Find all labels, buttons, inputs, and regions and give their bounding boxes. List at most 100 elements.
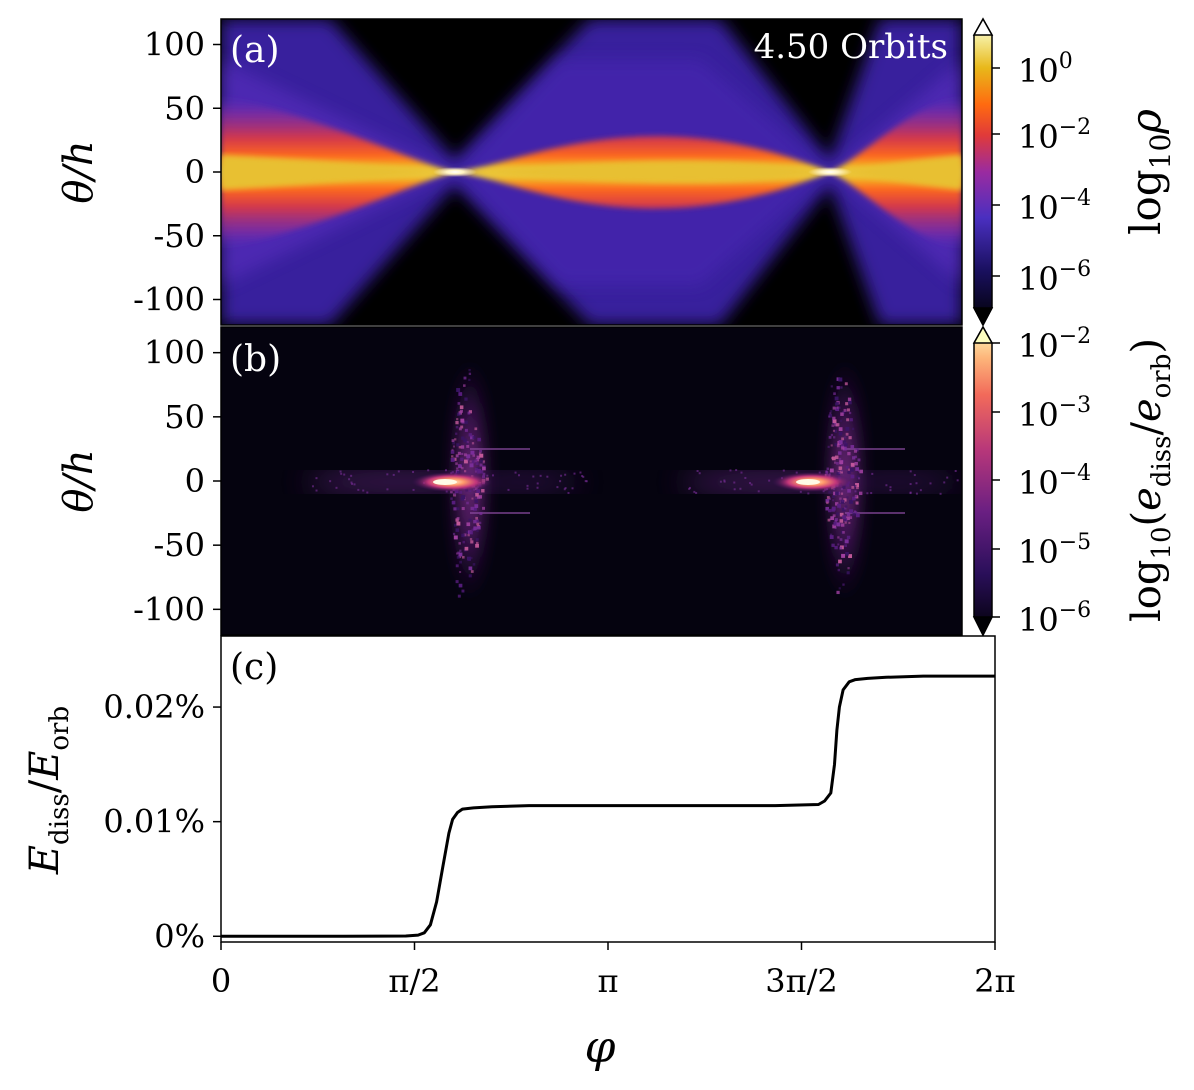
dissipation-speckle [852,512,856,516]
dissipation-speckle [834,423,838,427]
dissipation-speckle [826,467,830,471]
dissipation-speckle [464,428,468,432]
dissipation-speckle [462,540,465,544]
dissipation-speckle [476,541,479,545]
dissipation-speckle [853,484,857,488]
dissipation-speckle [468,558,471,561]
dissipation-speckle [461,555,465,559]
dissipation-speckle [838,451,842,455]
dissipation-speckle [840,492,844,495]
dissipation-speckle [465,442,468,445]
dissipation-speckle [838,406,841,409]
dissipation-speckle [838,427,843,431]
dissipation-speckle [343,473,346,476]
dissipation-speckle [350,481,353,484]
dissipation-speckle [845,552,849,556]
dissipation-speckle [463,453,467,457]
dissipation-speckle [366,491,369,494]
dissipation-speckle [456,552,459,555]
dissipation-speckle [832,406,836,410]
dissipation-speckle [546,475,549,478]
dissipation-speckle [837,443,840,446]
dissipation-speckle [456,517,460,520]
dissipation-speckle [464,546,469,551]
dissipation-speckle [845,426,850,431]
dissipation-speckle [453,457,457,461]
dissipation-speckle [397,470,400,473]
panel-b-ylabel: θ/h [56,449,102,512]
dissipation-speckle [848,400,852,405]
dissipation-speckle [450,497,453,500]
series-line [221,674,995,938]
dissipation-speckle [453,535,458,540]
dissipation-speckle [854,490,857,493]
x-tick-label: 0 [211,962,231,1000]
dissipation-speckle [463,384,466,387]
dissipation-speckle [828,491,831,494]
dissipation-speckle [459,490,463,494]
dissipation-speckle [833,461,837,464]
dissipation-speckle [468,433,472,437]
dissipation-speckle [466,441,469,444]
dissipation-speckle [464,420,468,424]
dissipation-speckle [579,471,582,474]
dissipation-speckle [842,440,847,444]
dissipation-speckle [451,448,454,451]
dissipation-speckle [832,499,835,502]
dissipation-speckle [479,449,482,453]
dissipation-speckle [832,495,835,499]
dissipation-speckle [832,419,837,424]
dissipation-speckle [838,471,841,474]
dissipation-speckle [840,488,843,491]
dissipation-speckle [412,471,415,474]
dissipation-speckle [474,470,477,473]
dissipation-speckle [845,432,849,436]
dissipation-speckle [889,486,892,489]
dissipation-speckle [915,492,918,495]
dissipation-speckle [846,408,850,412]
dissipation-speckle [871,472,874,475]
dissipation-speckle [831,543,835,547]
dissipation-speckle [463,533,467,537]
dissipation-speckle [460,418,465,423]
dissipation-speckle [461,466,464,470]
dissipation-speckle [464,397,468,401]
dissipation-speckle [856,486,859,490]
dissipation-speckle [834,518,838,522]
dissipation-speckle [840,444,845,448]
dissipation-speckle [456,388,461,392]
dissipation-speckle [456,443,460,447]
dissipation-speckle [828,435,832,439]
dissipation-speckle [939,492,942,495]
dissipation-speckle [848,411,852,415]
dissipation-speckle [838,587,841,590]
dissipation-speckle [831,424,834,427]
dissipation-speckle [845,465,849,469]
dissipation-speckle [828,415,831,418]
panel-b-y-axis: 100 50 0 -50 -100 [133,334,221,628]
dissipation-speckle [482,461,485,464]
dissipation-speckle [844,382,848,386]
dissipation-speckle [866,492,869,495]
dissipation-speckle [517,474,520,477]
dissipation-speckle [476,455,481,460]
dissipation-speckle [458,411,462,415]
y-tick-label: -50 [153,217,205,255]
dissipation-speckle [474,499,479,504]
dissipation-speckle [466,454,471,459]
dissipation-speckle [831,457,834,460]
dissipation-speckle [476,522,480,526]
dissipation-speckle [744,476,747,479]
dissipation-speckle [348,478,351,481]
dissipation-speckle [482,506,486,510]
dissipation-speckle [353,483,356,486]
dissipation-speckle [696,470,699,473]
dissipation-speckle [835,402,839,406]
dissipation-speckle [825,471,829,475]
y-tick-label: -50 [153,526,205,564]
dissipation-speckle [476,489,481,494]
dissipation-speckle [889,489,892,492]
dissipation-speckle [468,410,473,414]
dissipation-speckle [830,533,833,536]
panel-b-label: (b) [230,339,281,380]
